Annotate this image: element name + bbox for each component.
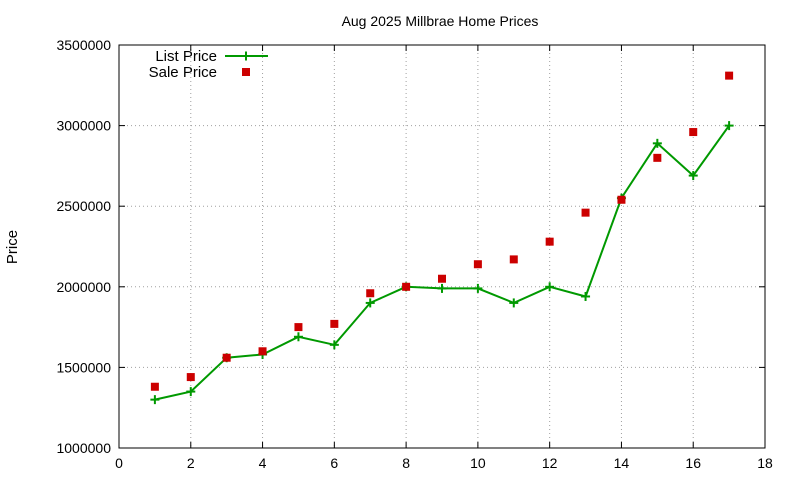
x-tick-label: 4 bbox=[259, 455, 267, 471]
sale-price-point bbox=[438, 274, 446, 283]
grid bbox=[119, 45, 765, 448]
list-price-line bbox=[154, 125, 730, 401]
list-price-point bbox=[150, 395, 160, 405]
x-tick-label: 18 bbox=[757, 455, 773, 471]
sale-price-point bbox=[258, 347, 267, 356]
list-price-point bbox=[186, 387, 196, 397]
y-tick-label: 3000000 bbox=[56, 118, 111, 134]
plot-frame bbox=[118, 44, 766, 449]
sale-price-point bbox=[222, 353, 231, 362]
sale-price-point bbox=[150, 382, 159, 391]
legend-square-marker bbox=[242, 68, 250, 76]
x-tick-label: 2 bbox=[187, 455, 195, 471]
x-tick-label: 8 bbox=[402, 455, 410, 471]
x-tick-label: 12 bbox=[542, 455, 558, 471]
legend-marker-sale-price bbox=[242, 68, 250, 76]
y-tick-label: 2500000 bbox=[56, 198, 111, 214]
list-price-point bbox=[724, 121, 734, 131]
chart-title: Aug 2025 Millbrae Home Prices bbox=[342, 13, 539, 29]
x-tick-label: 6 bbox=[330, 455, 338, 471]
x-tick-label: 14 bbox=[614, 455, 630, 471]
list-price-point bbox=[473, 283, 483, 293]
list-price-point bbox=[652, 138, 662, 148]
list-price-point bbox=[581, 291, 591, 301]
sale-price-point bbox=[725, 71, 734, 80]
legend-marker-list-price bbox=[225, 51, 268, 61]
x-tick-label: 10 bbox=[470, 455, 486, 471]
y-tick-label: 1000000 bbox=[56, 440, 111, 456]
list-price-point bbox=[509, 298, 519, 308]
list-price-point bbox=[688, 171, 698, 181]
series-group bbox=[150, 71, 734, 405]
y-tick-label: 1500000 bbox=[56, 359, 111, 375]
legend-label-sale-price: Sale Price bbox=[149, 64, 217, 81]
axis-ticks: 0 2 4 6 8 10 12 14 16 18 1000000 1500000 2000000 2500… bbox=[56, 37, 773, 471]
list-price-point bbox=[329, 340, 339, 350]
legend-plus-marker bbox=[241, 51, 251, 61]
sale-price-point bbox=[186, 373, 195, 382]
sale-price-point bbox=[545, 237, 554, 246]
x-tick-label: 16 bbox=[685, 455, 701, 471]
legend: List Price Sale Price bbox=[149, 48, 268, 81]
sale-price-point bbox=[617, 195, 626, 204]
sale-price-point bbox=[653, 153, 662, 162]
legend-label-list-price: List Price bbox=[155, 48, 217, 65]
list-price-point bbox=[365, 298, 375, 308]
y-tick-label: 2000000 bbox=[56, 279, 111, 295]
y-tick-label: 3500000 bbox=[56, 37, 111, 53]
sale-price-point bbox=[402, 282, 411, 291]
list-price-point bbox=[545, 282, 555, 292]
sale-price-point bbox=[581, 208, 590, 217]
list-price-point bbox=[293, 332, 303, 342]
list-price-point bbox=[437, 283, 447, 293]
sale-price-point bbox=[366, 289, 375, 298]
sale-price-point bbox=[509, 255, 518, 264]
sale-price-point bbox=[689, 128, 698, 137]
x-tick-label: 0 bbox=[115, 455, 123, 471]
sale-price-point bbox=[330, 319, 339, 328]
sale-price-point bbox=[473, 260, 482, 269]
sale-price-point bbox=[294, 323, 303, 332]
y-axis-title: Price bbox=[4, 230, 21, 264]
